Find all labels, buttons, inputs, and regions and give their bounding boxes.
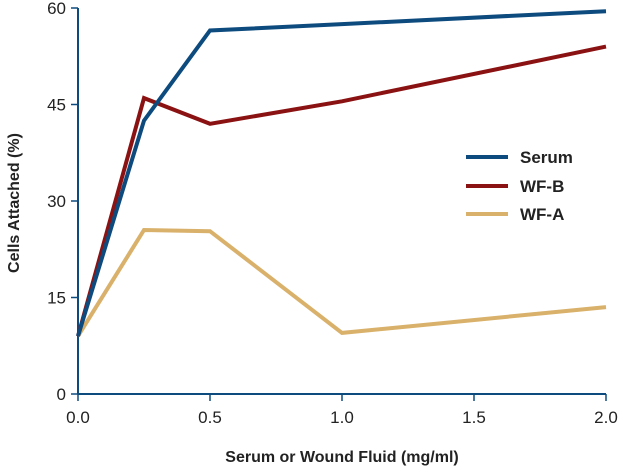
y-tick-label: 30 [47, 192, 66, 211]
y-tick-label: 15 [47, 289, 66, 308]
x-tick-label: 0.0 [66, 408, 90, 427]
y-axis-title: Cells Attached (%) [6, 133, 23, 273]
x-tick-label: 0.5 [198, 408, 222, 427]
x-axis-title: Serum or Wound Fluid (mg/ml) [225, 449, 458, 466]
legend: Serum WF-B WF-A [466, 148, 573, 224]
series-lines [76, 9, 607, 338]
y-tick-label: 0 [57, 385, 66, 404]
x-tick-label: 1.5 [462, 408, 486, 427]
series-line-wf-b [76, 44, 607, 337]
legend-label-wf-a: WF-A [520, 205, 564, 224]
y-tick-label: 45 [47, 96, 66, 115]
tick-marks [71, 7, 607, 401]
series-line-serum [76, 9, 607, 337]
legend-label-wf-b: WF-B [520, 177, 564, 196]
axes [77, 8, 606, 395]
y-tick-label: 60 [47, 0, 66, 18]
tick-labels: 0 15 30 45 60 0.0 0.5 1.0 1.5 2.0 [47, 0, 618, 427]
x-tick-label: 2.0 [594, 408, 618, 427]
x-tick-label: 1.0 [330, 408, 354, 427]
legend-label-serum: Serum [520, 148, 573, 167]
series-line-wf-a [76, 227, 607, 338]
